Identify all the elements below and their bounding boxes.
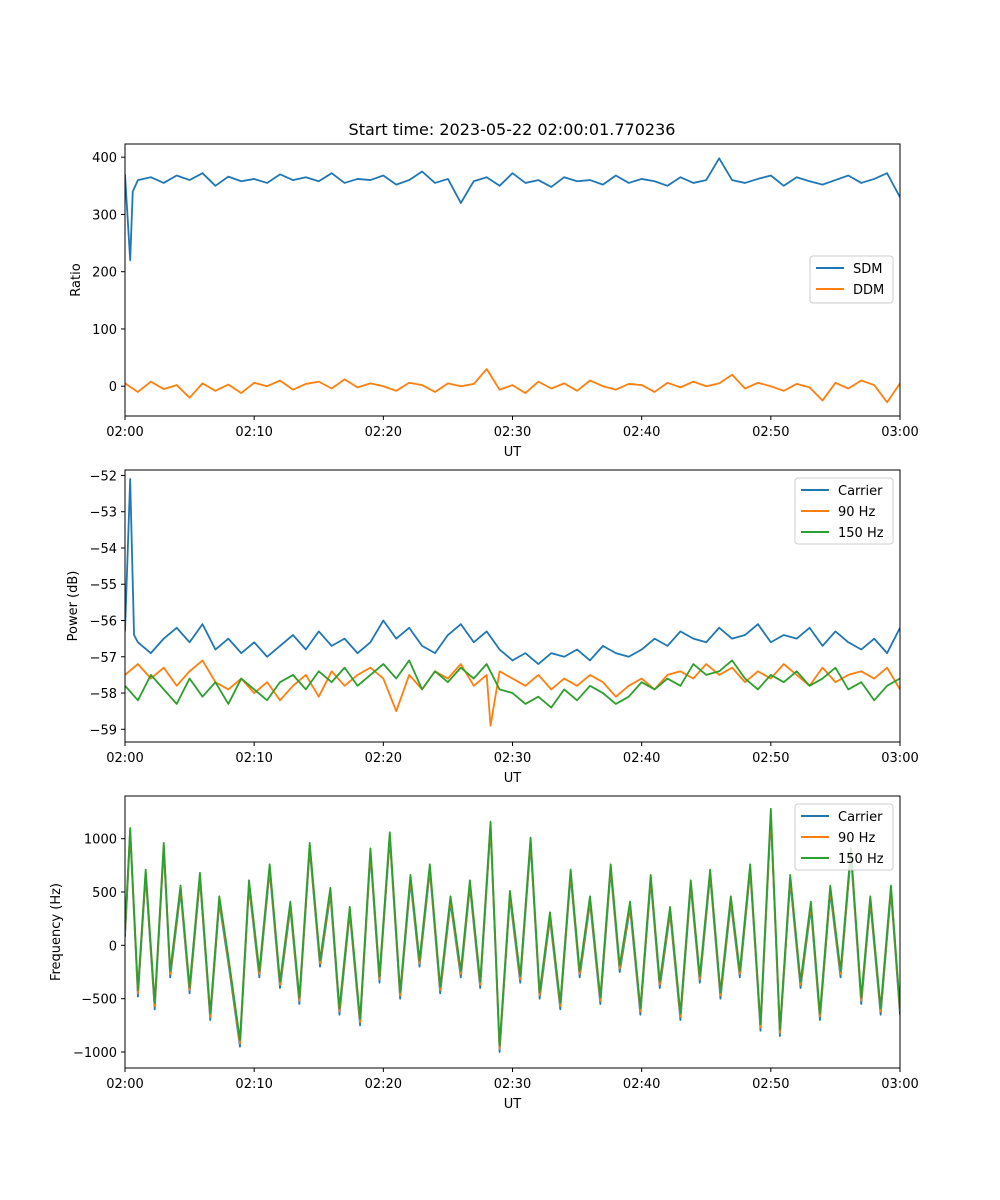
x-tick-label: 02:40 — [623, 425, 660, 440]
y-tick-label: 400 — [92, 151, 117, 166]
y-tick-label: −58 — [90, 687, 117, 702]
legend-entry: SDM — [853, 262, 882, 277]
legend: SDM DDM — [809, 255, 894, 304]
legend-entry: DDM — [853, 283, 884, 298]
y-tick-label: −59 — [90, 723, 117, 738]
legend-entry: 90 Hz — [838, 505, 875, 520]
x-tick-label: 02:40 — [623, 751, 660, 766]
chart-panel-2: 02:00 02:10 02:20 02:30 02:40 02:50 03:00 −59 −5… — [66, 469, 919, 786]
x-axis-label: UT — [504, 445, 522, 460]
x-axis-label: UT — [504, 1097, 522, 1112]
x-tick-label: 02:00 — [106, 1077, 143, 1092]
x-tick-label: 02:10 — [235, 751, 272, 766]
legend: Carrier 90 Hz 150 Hz — [794, 803, 894, 871]
y-tick-label: 500 — [92, 886, 117, 901]
x-tick-label: 02:00 — [106, 751, 143, 766]
x-tick-label: 02:40 — [623, 1077, 660, 1092]
legend-entry: Carrier — [838, 810, 883, 825]
y-tick-label: −52 — [90, 469, 117, 484]
y-tick-label: −55 — [90, 578, 117, 593]
x-tick-label: 02:30 — [494, 425, 531, 440]
x-tick-label: 03:00 — [881, 751, 918, 766]
legend: Carrier 90 Hz 150 Hz — [794, 477, 894, 545]
series-line-carrier — [125, 478, 900, 665]
chart-panels: 02:00 02:10 02:20 02:30 02:40 02:50 03:00 0 100 2… — [49, 143, 919, 1112]
x-tick-label: 03:00 — [881, 425, 918, 440]
legend-box — [794, 477, 894, 545]
y-axis-label: Power (dB) — [66, 571, 81, 642]
x-tick-label: 02:20 — [365, 751, 402, 766]
plot-area — [125, 144, 900, 416]
x-tick-label: 02:30 — [494, 751, 531, 766]
chart-panel-1: 02:00 02:10 02:20 02:30 02:40 02:50 03:00 0 100 2… — [69, 143, 919, 460]
x-axis-label: UT — [504, 771, 522, 786]
y-tick-label: −54 — [90, 542, 117, 557]
y-tick-label: 300 — [92, 208, 117, 223]
x-tick-label: 02:50 — [752, 425, 789, 440]
x-tick-label: 02:10 — [235, 425, 272, 440]
legend-entry: 150 Hz — [838, 852, 884, 867]
figure-title: Start time: 2023-05-22 02:00:01.770236 — [349, 120, 676, 139]
chart-panel-3: 02:00 02:10 02:20 02:30 02:40 02:50 03:00 −1000… — [49, 795, 919, 1112]
series-line-150-hz — [125, 659, 900, 709]
x-tick-label: 02:10 — [235, 1077, 272, 1092]
x-tick-label: 02:30 — [494, 1077, 531, 1092]
y-tick-label: −500 — [81, 993, 117, 1008]
y-tick-label: −57 — [90, 651, 117, 666]
y-tick-label: 0 — [109, 939, 117, 954]
x-tick-label: 02:20 — [365, 1077, 402, 1092]
series-line-150-hz — [125, 807, 900, 1047]
y-tick-label: −1000 — [73, 1046, 117, 1061]
plot-area — [125, 470, 900, 742]
y-tick-label: 200 — [92, 266, 117, 281]
y-axis-label: Ratio — [69, 263, 84, 296]
legend-box — [794, 803, 894, 871]
y-tick-label: −53 — [90, 506, 117, 521]
y-tick-label: 100 — [92, 323, 117, 338]
x-tick-label: 03:00 — [881, 1077, 918, 1092]
y-tick-label: 0 — [109, 380, 117, 395]
y-tick-label: −56 — [90, 615, 117, 630]
y-tick-label: 1000 — [84, 833, 117, 848]
x-tick-label: 02:50 — [752, 1077, 789, 1092]
x-tick-label: 02:20 — [365, 425, 402, 440]
legend-entry: 150 Hz — [838, 526, 884, 541]
legend-entry: Carrier — [838, 484, 883, 499]
series-line-ddm — [125, 368, 900, 404]
legend-entry: 90 Hz — [838, 831, 875, 846]
series-line-sdm — [125, 157, 900, 262]
x-tick-label: 02:50 — [752, 751, 789, 766]
y-axis-label: Frequency (Hz) — [49, 883, 64, 981]
x-tick-label: 02:00 — [106, 425, 143, 440]
